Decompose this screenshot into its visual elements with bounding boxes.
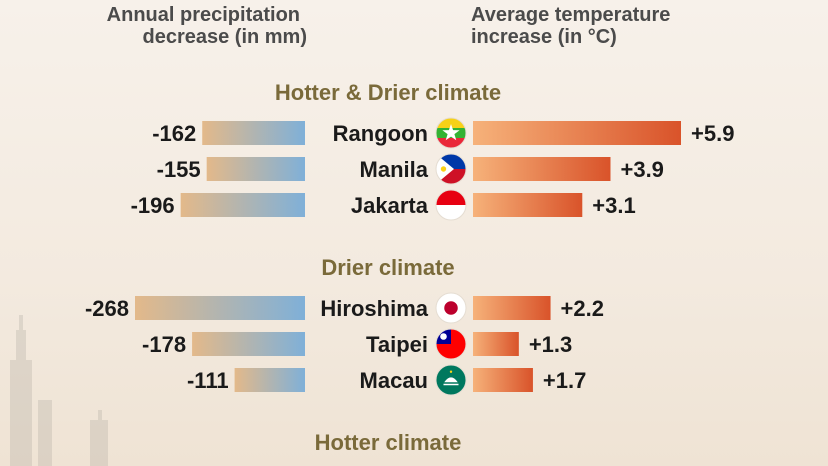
city-label: Rangoon	[333, 121, 428, 146]
precipitation-bar	[135, 296, 305, 320]
city-label: Taipei	[366, 332, 428, 357]
right-header-line-2: increase (in °C)	[471, 26, 617, 48]
temperature-value: +1.3	[529, 332, 572, 357]
section-title: Hotter climate	[315, 430, 462, 455]
left-header-line-2: decrease (in mm)	[142, 26, 307, 48]
temperature-bar	[473, 332, 519, 356]
temperature-value: +2.2	[561, 296, 604, 321]
macau-flag-icon	[435, 364, 467, 396]
precipitation-bar	[206, 157, 305, 181]
taiwan-flag-icon	[435, 328, 467, 360]
temperature-bar	[473, 121, 681, 145]
precipitation-bar	[202, 121, 305, 145]
chart-rows: Hotter & Drier climate -162 Rangoon +5.9 -15…	[85, 80, 734, 455]
temperature-bar	[473, 157, 611, 181]
myanmar-flag-icon	[435, 117, 467, 149]
temperature-bar	[473, 296, 551, 320]
section-title: Hotter & Drier climate	[275, 80, 501, 105]
temperature-bar	[473, 368, 533, 392]
precipitation-value: -155	[157, 157, 201, 182]
precipitation-value: -196	[131, 193, 175, 218]
right-header-line-1: Average temperature	[471, 4, 670, 26]
precipitation-value: -178	[142, 332, 186, 357]
left-header-line-1: Annual precipitation	[107, 4, 300, 26]
indonesia-flag-icon	[435, 189, 467, 221]
philippines-flag-icon	[435, 153, 467, 185]
city-label: Jakarta	[351, 193, 429, 218]
temperature-value: +5.9	[691, 121, 734, 146]
city-label: Manila	[360, 157, 429, 182]
temperature-bar	[473, 193, 583, 217]
precipitation-bar	[192, 332, 305, 356]
precipitation-bar	[180, 193, 305, 217]
temperature-value: +1.7	[543, 368, 586, 393]
temperature-value: +3.9	[620, 157, 663, 182]
temperature-value: +3.1	[592, 193, 635, 218]
city-label: Hiroshima	[320, 296, 428, 321]
precipitation-bar	[234, 368, 305, 392]
city-label: Macau	[360, 368, 428, 393]
precipitation-value: -111	[187, 368, 229, 393]
section-title: Drier climate	[321, 255, 454, 280]
skyline-decoration	[10, 315, 108, 466]
japan-flag-icon	[435, 292, 467, 324]
precipitation-value: -162	[152, 121, 196, 146]
precipitation-value: -268	[85, 296, 129, 321]
